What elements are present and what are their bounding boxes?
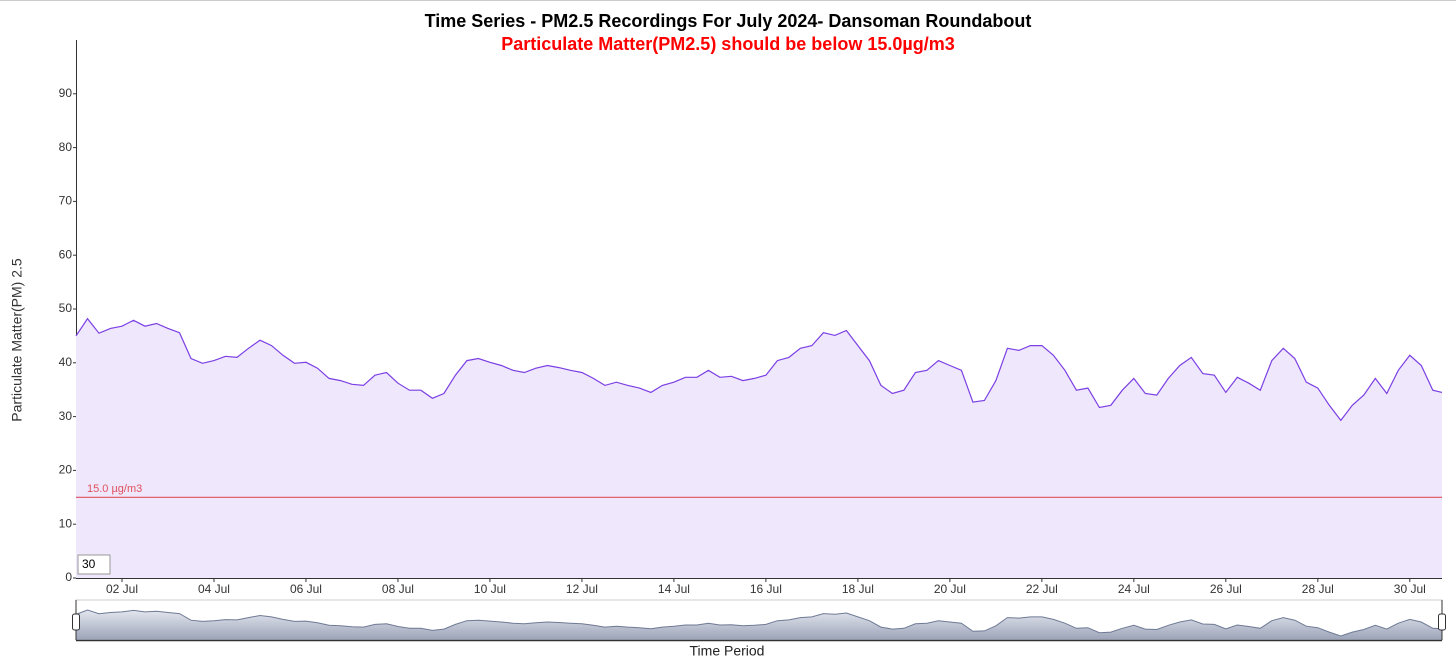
x-tick-label: 18 Jul	[842, 582, 874, 596]
x-tick-label: 14 Jul	[658, 582, 690, 596]
x-tick-label: 22 Jul	[1026, 582, 1058, 596]
y-tick-label: 60	[59, 247, 73, 261]
x-tick-label: 10 Jul	[474, 582, 506, 596]
x-tick-label: 02 Jul	[106, 582, 138, 596]
x-tick-label: 26 Jul	[1210, 582, 1242, 596]
navigator-handle[interactable]	[1438, 613, 1446, 631]
navigator-line	[75, 609, 1443, 637]
window-input[interactable]	[77, 554, 111, 575]
x-tick-label: 28 Jul	[1302, 582, 1334, 596]
chart-subtitle: Particulate Matter(PM2.5) should be belo…	[501, 34, 954, 54]
y-tick-label: 40	[59, 355, 73, 369]
y-tick-label: 80	[59, 140, 73, 154]
x-tick-label: 20 Jul	[934, 582, 966, 596]
x-tick-label: 16 Jul	[750, 582, 782, 596]
x-tick-label: 08 Jul	[382, 582, 414, 596]
window-input-text: 30	[82, 557, 96, 571]
x-tick-label: 04 Jul	[198, 582, 230, 596]
chart-title: Time Series - PM2.5 Recordings For July …	[425, 11, 1032, 31]
y-tick-label: 30	[59, 409, 73, 423]
x-tick-label: 06 Jul	[290, 582, 322, 596]
y-tick-label: 10	[59, 516, 73, 530]
x-tick-label: 24 Jul	[1118, 582, 1150, 596]
y-tick-label: 50	[59, 301, 73, 315]
x-tick-label: 30 Jul	[1394, 582, 1426, 596]
y-tick-label: 20	[59, 463, 73, 477]
area	[76, 318, 1442, 578]
threshold-label: 15.0 µg/m3	[87, 483, 142, 495]
y-tick-label: 0	[65, 570, 72, 584]
y-axis-label: Particulate Matter(PM) 2.5	[9, 258, 25, 422]
x-tick-label: 12 Jul	[566, 582, 598, 596]
x-axis-label: Time Period	[690, 643, 765, 659]
y-tick-label: 70	[59, 194, 73, 208]
y-tick-label: 90	[59, 86, 73, 100]
line	[75, 317, 1443, 422]
navigator-handle[interactable]	[72, 613, 80, 631]
